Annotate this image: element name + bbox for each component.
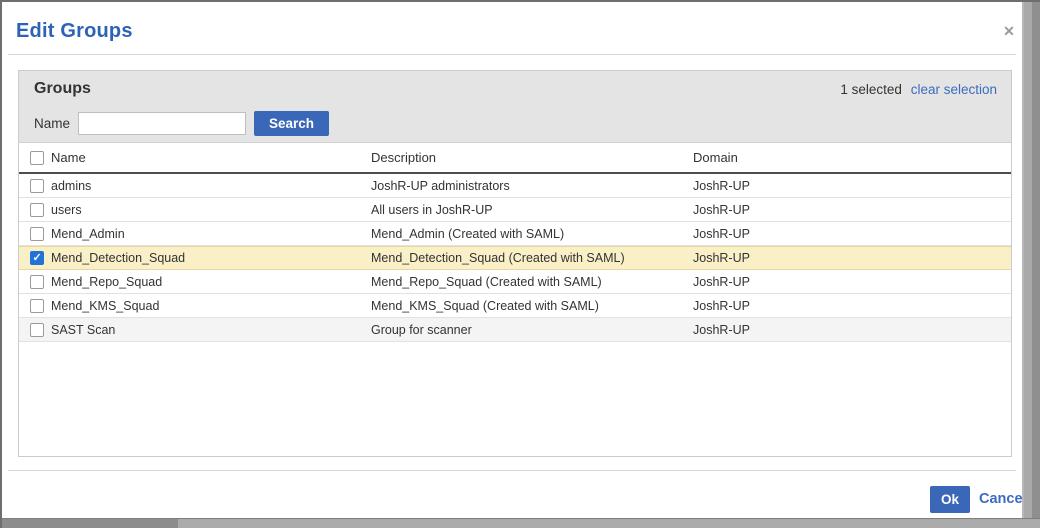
window-border-top [0,0,1040,2]
cancel-link[interactable]: Cancel [979,491,1027,507]
horizontal-scrollbar-track[interactable] [0,518,1040,528]
row-checkbox[interactable] [30,178,44,193]
column-header-name: Name [51,150,86,165]
name-filter-input[interactable] [78,112,247,135]
cell-domain: JoshR-UP [693,178,750,193]
row-checkbox-cell [19,322,51,337]
group-table-body: admins JoshR-UP administrators JoshR-UP … [19,174,1011,342]
dialog-title: Edit Groups [16,20,133,42]
selection-count: 1 selected [840,82,902,97]
cell-description: Group for scanner [371,322,472,337]
column-header-description: Description [371,150,437,165]
title-divider [8,54,1016,55]
row-checkbox[interactable] [30,226,44,241]
table-row[interactable]: Mend_KMS_Squad Mend_KMS_Squad (Created w… [19,294,1011,318]
clear-selection-link[interactable]: clear selection [910,82,997,97]
table-row[interactable]: SAST Scan Group for scanner JoshR-UP [19,318,1011,342]
row-checkbox[interactable] [30,274,44,289]
search-row: Name Search [34,111,330,136]
row-checkbox-cell [19,178,51,193]
cell-description: Mend_Admin (Created with SAML) [371,226,565,241]
close-icon[interactable]: ✕ [1003,23,1015,39]
cell-name: admins [51,178,92,193]
footer-divider [8,470,1016,471]
name-filter-label: Name [34,116,71,131]
row-checkbox[interactable] [30,250,44,265]
cell-domain: JoshR-UP [693,298,750,313]
table-row[interactable]: Mend_Detection_Squad Mend_Detection_Squa… [19,246,1011,270]
row-checkbox[interactable] [30,322,44,337]
edit-groups-dialog: Edit Groups ✕ Groups 1 selected clear se… [2,2,1027,518]
row-checkbox-cell [19,274,51,289]
cell-name: Mend_KMS_Squad [51,298,160,313]
row-checkbox-cell [19,298,51,313]
table-row[interactable]: admins JoshR-UP administrators JoshR-UP [19,174,1011,198]
search-button[interactable]: Search [254,111,330,136]
selection-info: 1 selected clear selection [840,82,997,97]
row-checkbox-cell [19,226,51,241]
cell-domain: JoshR-UP [693,322,750,337]
table-header-row: Name Description Domain [19,143,1011,174]
row-checkbox[interactable] [30,298,44,313]
row-checkbox-cell [19,250,51,265]
ok-button[interactable]: Ok [930,486,970,513]
cell-domain: JoshR-UP [693,274,750,289]
table-row[interactable]: users All users in JoshR-UP JoshR-UP [19,198,1011,222]
groups-panel-header: Groups 1 selected clear selection Name S… [19,71,1011,143]
table-row[interactable]: Mend_Admin Mend_Admin (Created with SAML… [19,222,1011,246]
select-all-checkbox[interactable] [30,150,44,165]
cell-domain: JoshR-UP [693,250,750,265]
cell-description: Mend_Detection_Squad (Created with SAML) [371,250,625,265]
cell-name: Mend_Admin [51,226,125,241]
groups-panel: Groups 1 selected clear selection Name S… [18,70,1012,457]
background-page-strip [1022,0,1040,528]
cell-description: All users in JoshR-UP [371,202,493,217]
cell-name: SAST Scan [51,322,116,337]
cell-description: Mend_Repo_Squad (Created with SAML) [371,274,602,289]
column-header-domain: Domain [693,150,738,165]
cell-description: Mend_KMS_Squad (Created with SAML) [371,298,599,313]
select-all-cell [19,150,51,165]
window-border-left [0,0,2,528]
cell-name: Mend_Repo_Squad [51,274,163,289]
horizontal-scrollbar-thumb[interactable] [2,519,178,528]
cell-domain: JoshR-UP [693,226,750,241]
cell-description: JoshR-UP administrators [371,178,510,193]
cell-name: users [51,202,82,217]
panel-title: Groups [34,80,91,97]
cell-domain: JoshR-UP [693,202,750,217]
row-checkbox[interactable] [30,202,44,217]
cell-name: Mend_Detection_Squad [51,250,186,265]
table-row[interactable]: Mend_Repo_Squad Mend_Repo_Squad (Created… [19,270,1011,294]
row-checkbox-cell [19,202,51,217]
